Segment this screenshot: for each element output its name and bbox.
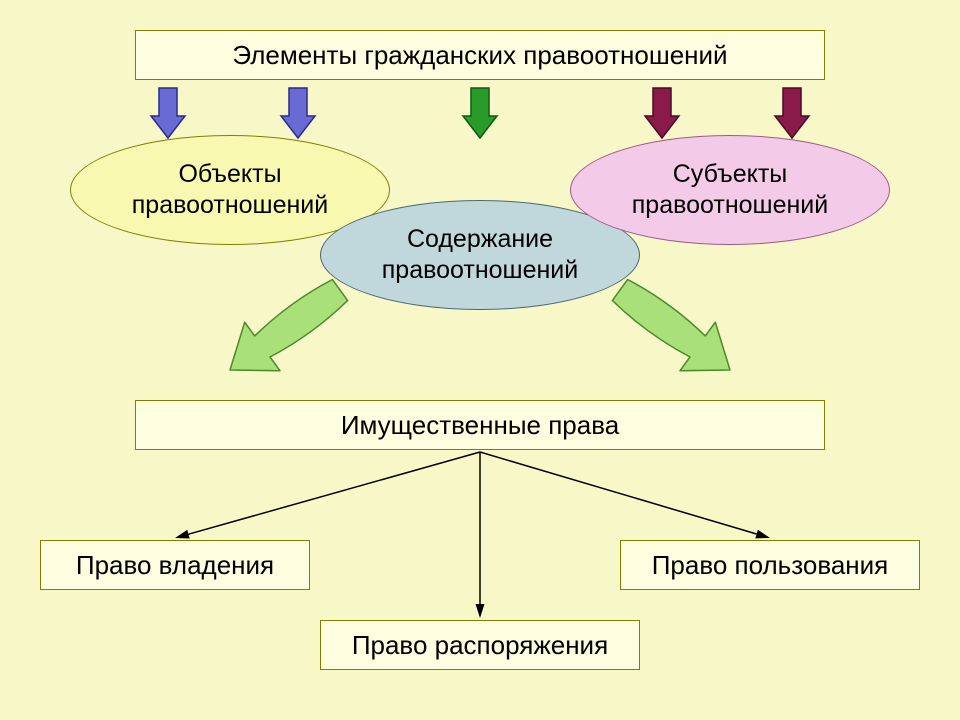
box-own-label: Право владения: [76, 550, 274, 581]
box-rights: Имущественные права: [135, 400, 825, 450]
box-dispose: Право распоряжения: [320, 620, 640, 670]
ellipse-subjects-label: Субъектыправоотношений: [632, 159, 828, 222]
box-use: Право пользования: [620, 540, 920, 590]
box-title-label: Элементы гражданских правоотношений: [232, 40, 727, 71]
box-rights-label: Имущественные права: [341, 410, 619, 441]
ellipse-subjects: Субъектыправоотношений: [570, 135, 890, 245]
box-use-label: Право пользования: [652, 550, 889, 581]
ellipse-content-label: Содержаниеправоотношений: [382, 224, 578, 287]
diagram-svg: [0, 0, 960, 720]
box-own: Право владения: [40, 540, 310, 590]
box-dispose-label: Право распоряжения: [352, 630, 608, 661]
box-title: Элементы гражданских правоотношений: [135, 30, 825, 80]
ellipse-objects-label: Объектыправоотношений: [132, 159, 328, 222]
